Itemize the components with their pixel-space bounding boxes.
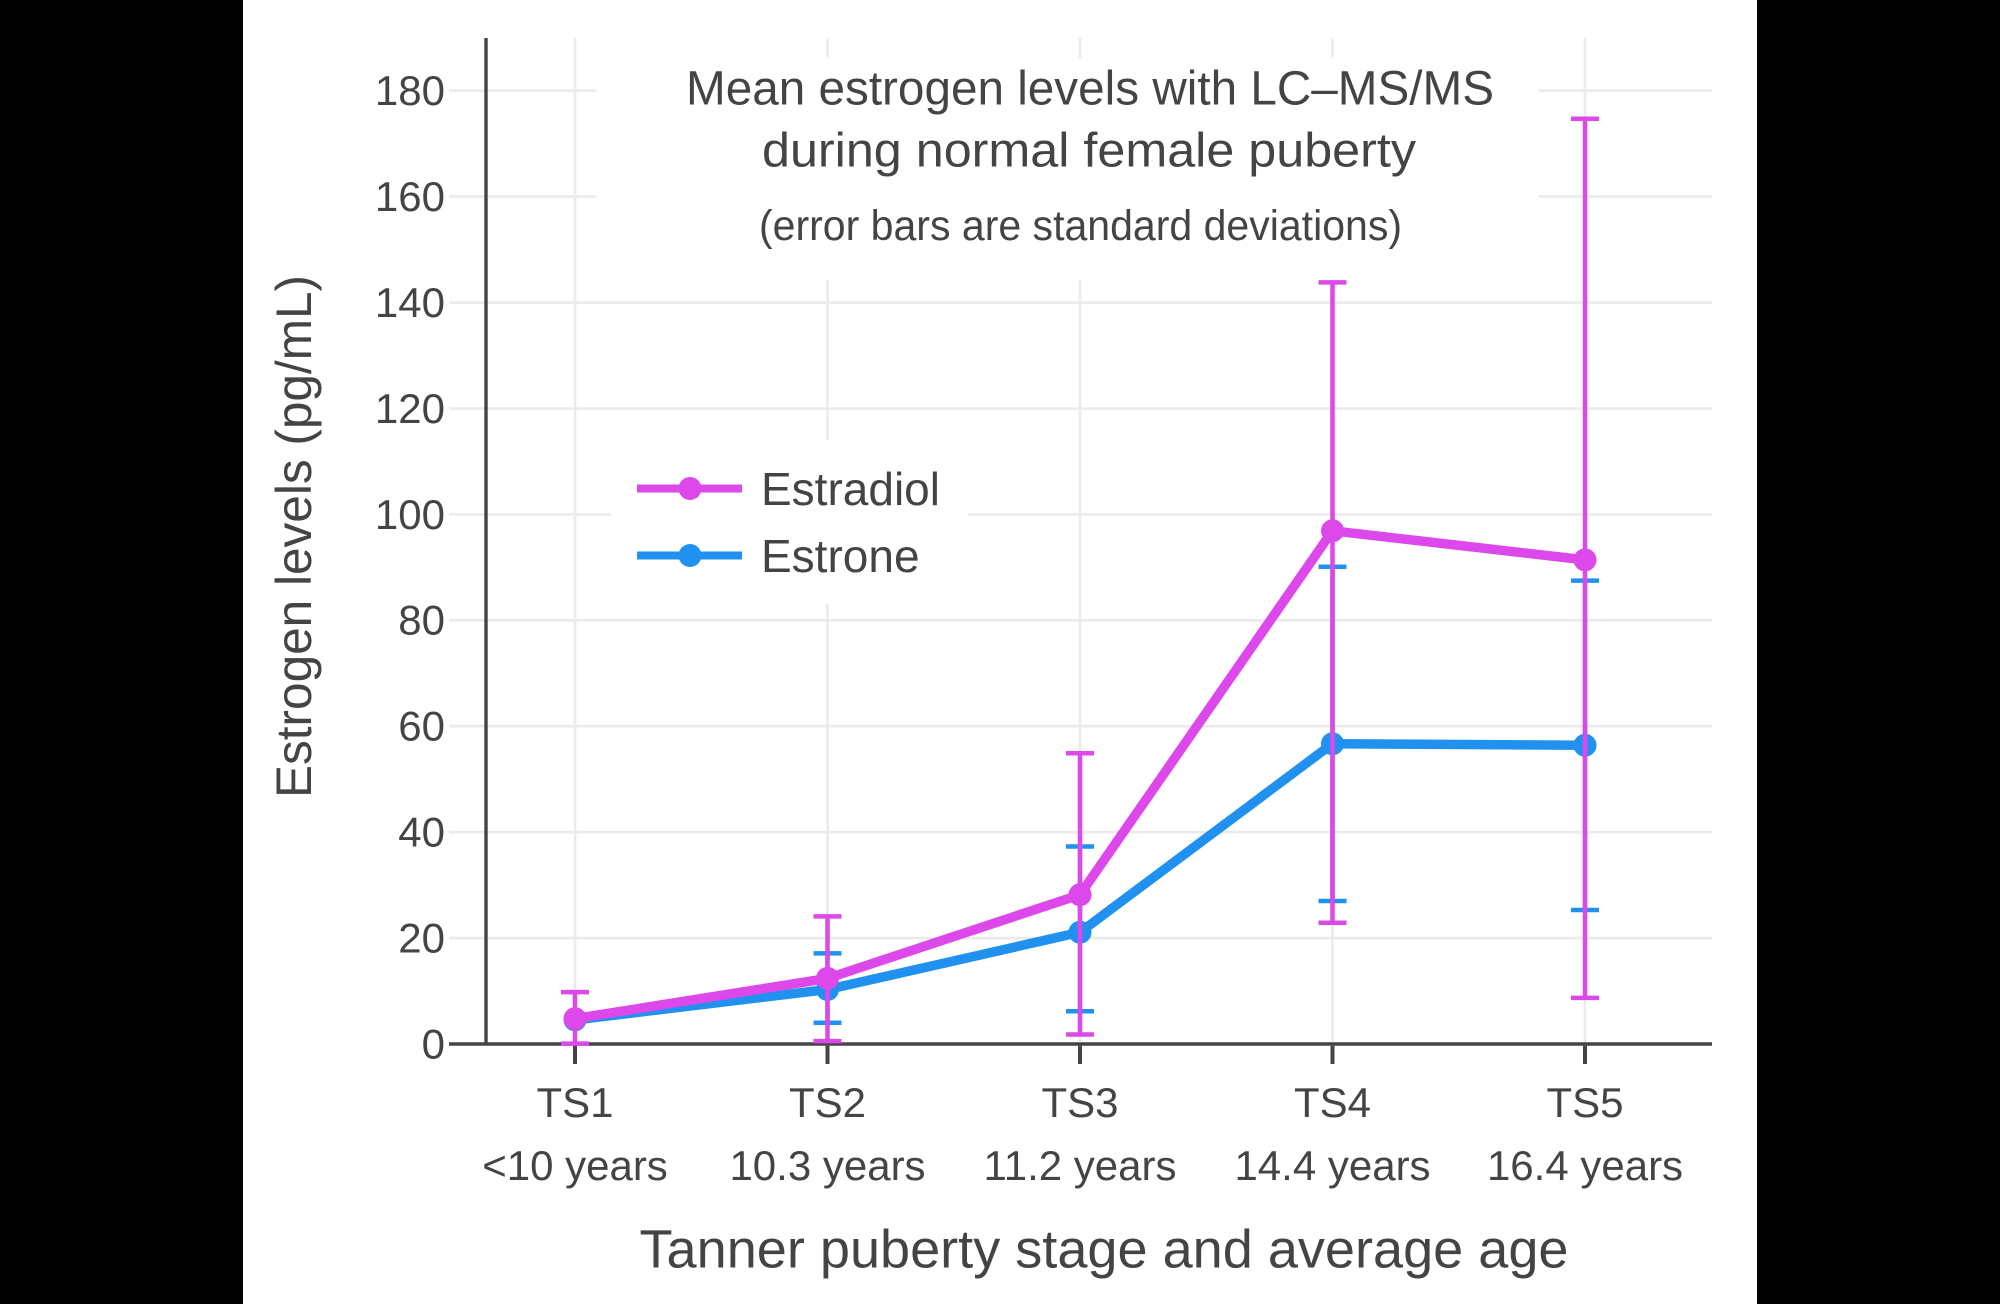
svg-text:TS3: TS3	[1041, 1079, 1118, 1126]
svg-text:Estradiol: Estradiol	[761, 463, 940, 515]
svg-text:0: 0	[422, 1020, 445, 1067]
svg-text:<10 years: <10 years	[482, 1142, 668, 1189]
svg-text:TS1: TS1	[536, 1079, 613, 1126]
svg-text:Estrogen levels (pg/mL): Estrogen levels (pg/mL)	[266, 275, 322, 798]
svg-text:Mean estrogen levels with LC–M: Mean estrogen levels with LC–MS/MS	[686, 62, 1494, 116]
svg-text:140: 140	[375, 279, 445, 326]
svg-text:TS4: TS4	[1294, 1079, 1371, 1126]
svg-text:10.3 years: 10.3 years	[729, 1142, 925, 1189]
svg-text:TS5: TS5	[1546, 1079, 1623, 1126]
svg-text:16.4 years: 16.4 years	[1487, 1142, 1683, 1189]
svg-text:100: 100	[375, 491, 445, 538]
svg-text:20: 20	[398, 915, 445, 962]
svg-text:80: 80	[398, 597, 445, 644]
svg-text:(error bars are standard devia: (error bars are standard deviations)	[759, 202, 1402, 250]
svg-text:Tanner puberty stage and avera: Tanner puberty stage and average age	[640, 1219, 1569, 1279]
svg-text:14.4 years: 14.4 years	[1234, 1142, 1430, 1189]
svg-text:11.2 years: 11.2 years	[984, 1142, 1177, 1189]
svg-text:180: 180	[375, 67, 445, 114]
svg-text:120: 120	[375, 385, 445, 432]
svg-text:60: 60	[398, 703, 445, 750]
svg-text:40: 40	[398, 809, 445, 856]
svg-text:160: 160	[375, 173, 445, 220]
svg-text:Estrone: Estrone	[761, 530, 920, 582]
svg-text:TS2: TS2	[789, 1079, 866, 1126]
svg-text:during normal female puberty: during normal female puberty	[762, 124, 1417, 178]
